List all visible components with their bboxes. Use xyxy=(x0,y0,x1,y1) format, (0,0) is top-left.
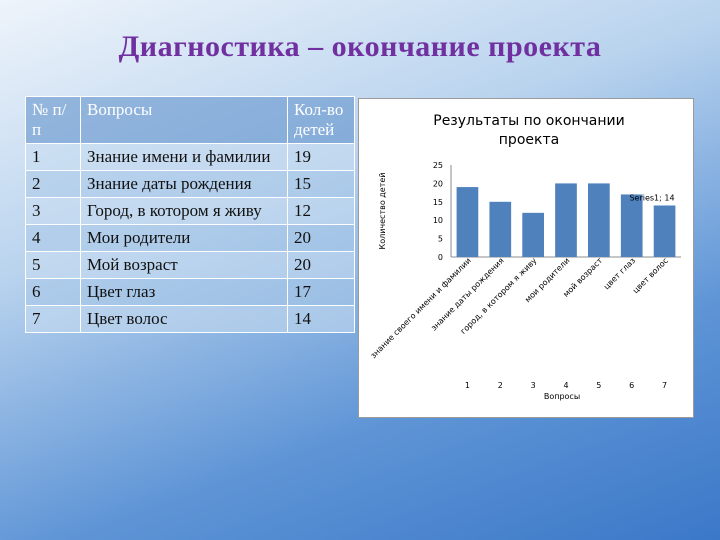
header-count: Кол-во детей xyxy=(287,96,355,144)
header-num: № п/п xyxy=(25,96,81,144)
category-label: цвет волос xyxy=(631,256,670,295)
bar xyxy=(653,205,676,257)
row-num: 5 xyxy=(25,251,81,279)
table-body: 1 Знание имени и фамилии 19 2 Знание даты ро… xyxy=(25,143,355,333)
row-num: 7 xyxy=(25,305,81,333)
row-count: 14 xyxy=(287,305,355,333)
table-row: 3 Город, в котором я живу 12 xyxy=(25,197,355,225)
row-question: Мой возраст xyxy=(80,251,288,279)
header-question: Вопросы xyxy=(80,96,288,144)
table-row: 6 Цвет глаз 17 xyxy=(25,278,355,306)
row-question: Знание даты рождения xyxy=(80,170,288,198)
row-question: Мои родители xyxy=(80,224,288,252)
table-header-row: № п/п Вопросы Кол-во детей xyxy=(25,96,355,144)
x-tick-label: 3 xyxy=(531,381,536,390)
x-tick-label: 5 xyxy=(596,381,601,390)
x-tick-label: 6 xyxy=(629,381,634,390)
row-num: 1 xyxy=(25,143,81,171)
row-question: Знание имени и фамилии xyxy=(80,143,288,171)
bar xyxy=(620,194,643,257)
row-num: 6 xyxy=(25,278,81,306)
row-num: 4 xyxy=(25,224,81,252)
row-num: 2 xyxy=(25,170,81,198)
row-num: 3 xyxy=(25,197,81,225)
row-question: Цвет волос xyxy=(80,305,288,333)
row-count: 17 xyxy=(287,278,355,306)
data-label: Series1; 14 xyxy=(629,193,674,202)
row-count: 12 xyxy=(287,197,355,225)
x-tick-label: 4 xyxy=(563,381,568,390)
row-count: 20 xyxy=(287,224,355,252)
results-table: № п/п Вопросы Кол-во детей 1 Знание имени… xyxy=(25,96,355,333)
y-tick-label: 5 xyxy=(438,235,443,244)
y-tick-label: 15 xyxy=(433,198,443,207)
y-tick-label: 10 xyxy=(433,216,443,225)
results-chart: Результаты по окончании проекта Количество… xyxy=(369,113,681,401)
chart-panel: Результаты по окончании проекта Количество… xyxy=(358,98,694,418)
y-tick-label: 20 xyxy=(433,179,443,188)
x-axis-label: Вопросы xyxy=(544,392,580,401)
table-row: 7 Цвет волос 14 xyxy=(25,305,355,333)
bar xyxy=(588,183,610,257)
category-label: цвет глаз xyxy=(602,256,637,291)
table-row: 2 Знание даты рождения 15 xyxy=(25,170,355,198)
table-row: 4 Мои родители 20 xyxy=(25,224,355,252)
x-tick-label: 7 xyxy=(662,381,667,390)
bar xyxy=(456,187,479,257)
row-count: 15 xyxy=(287,170,355,198)
slide-title: Диагностика – окончание проекта xyxy=(118,30,602,63)
y-tick-label: 0 xyxy=(438,253,443,262)
bar xyxy=(522,212,544,257)
table-row: 5 Мой возраст 20 xyxy=(25,251,355,279)
bar xyxy=(555,183,577,257)
table-row: 1 Знание имени и фамилии 19 xyxy=(25,143,355,171)
x-tick-label: 1 xyxy=(465,381,470,390)
row-count: 19 xyxy=(287,143,355,171)
row-count: 20 xyxy=(287,251,355,279)
row-question: Цвет глаз xyxy=(80,278,288,306)
row-question: Город, в котором я живу xyxy=(80,197,288,225)
bar xyxy=(489,201,512,257)
x-tick-label: 2 xyxy=(498,381,503,390)
y-axis-label: Количество детей xyxy=(378,173,387,250)
chart-title: Результаты по окончании проекта xyxy=(433,113,625,148)
y-tick-label: 25 xyxy=(433,161,443,170)
